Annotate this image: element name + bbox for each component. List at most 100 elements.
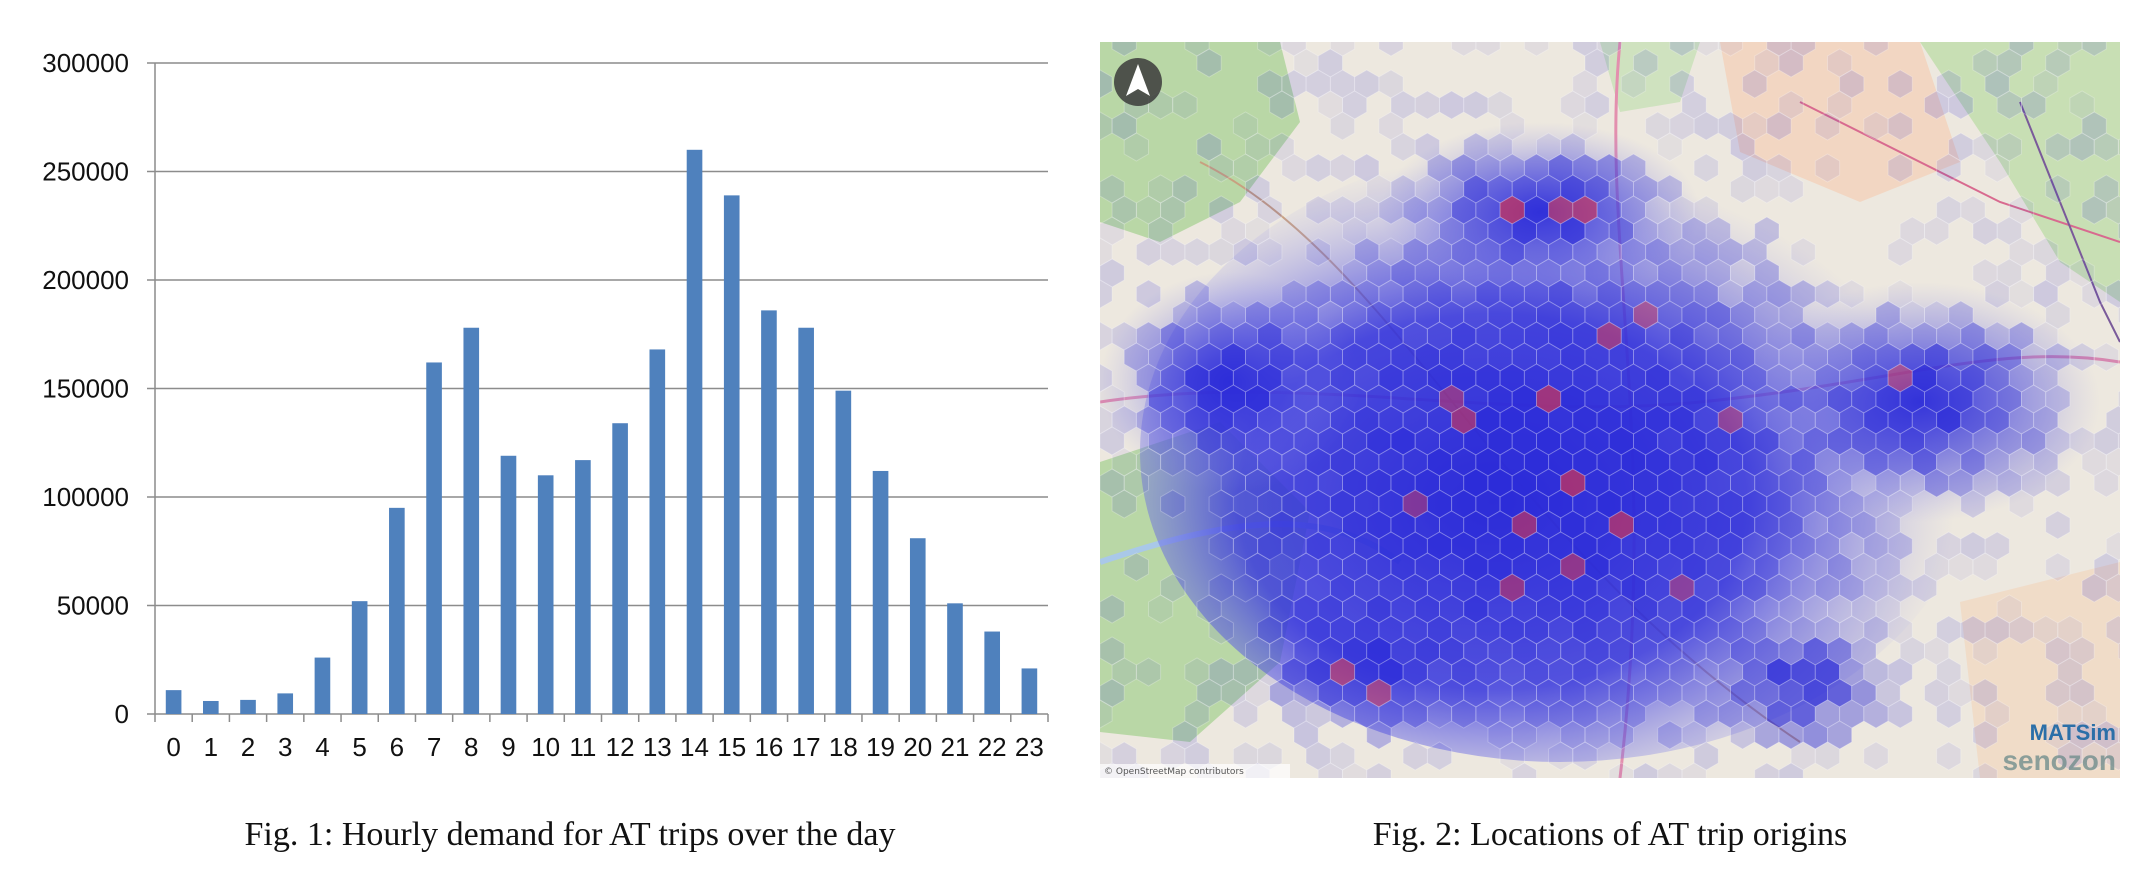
density-hexagon <box>1487 720 1513 750</box>
density-hexagon <box>1560 678 1586 708</box>
density-hexagon <box>1402 699 1428 729</box>
density-hexagon <box>1208 615 1234 645</box>
density-hexagon <box>1281 42 1307 57</box>
density-hexagon <box>1475 279 1501 309</box>
density-hexagon <box>1911 573 1938 603</box>
density-hexagon <box>1633 678 1659 708</box>
density-hexagon <box>1523 42 1550 57</box>
density-hexagon <box>1790 699 1816 729</box>
density-hexagon <box>1645 111 1671 141</box>
density-hexagon <box>1960 195 1986 225</box>
density-hexagon <box>2057 657 2083 687</box>
density-hexagon <box>1269 426 1295 456</box>
x-tick-label: 23 <box>1015 732 1044 762</box>
density-hexagon <box>1778 174 1804 204</box>
density-hexagon <box>1245 132 1271 162</box>
density-hexagon <box>1329 699 1356 729</box>
density-hexagon <box>1451 615 1477 645</box>
density-hexagon <box>1754 300 1780 330</box>
density-hexagon <box>1936 699 1962 729</box>
density-hexagon <box>1863 531 1889 561</box>
density-hexagon <box>1669 69 1695 99</box>
density-hexagon <box>1996 468 2022 498</box>
density-hexagon <box>1802 720 1828 750</box>
density-hexagon <box>2081 195 2107 225</box>
density-hexagon <box>1329 279 1356 309</box>
density-hexagon <box>1972 132 1998 162</box>
density-hexagon <box>1742 573 1768 603</box>
density-hexagon <box>1754 384 1780 414</box>
density-hexagon <box>1596 42 1622 57</box>
density-hexagon <box>1742 237 1768 267</box>
density-hexagon <box>1366 762 1392 778</box>
density-hexagon <box>1281 363 1307 393</box>
density-hexagon <box>2008 447 2035 477</box>
density-hexagon <box>1705 258 1731 288</box>
density-hexagon <box>1754 174 1780 204</box>
figure-1-caption: Fig. 1: Hourly demand for AT trips over … <box>244 816 896 853</box>
density-hexagon <box>2033 237 2059 267</box>
density-hexagon <box>1766 153 1792 183</box>
density-hexagon <box>1281 531 1307 561</box>
density-hexagon <box>1669 615 1695 645</box>
density-hexagon <box>2093 468 2119 498</box>
density-hexagon <box>2045 342 2071 372</box>
density-hexagon <box>2093 720 2119 750</box>
matsim-logo: MATSim <box>2030 720 2116 745</box>
density-hexagon <box>1802 342 1828 372</box>
density-hexagon <box>1463 678 1489 708</box>
density-hexagon <box>1790 447 1816 477</box>
density-hexagon <box>2045 678 2071 708</box>
density-hexagon <box>1148 342 1174 372</box>
density-hexagon <box>1208 531 1234 561</box>
density-hexagon <box>1548 237 1574 267</box>
density-hexagon <box>2057 699 2083 729</box>
density-hexagon <box>1475 42 1501 57</box>
density-hexagon <box>1135 405 1162 435</box>
density-hexagon <box>1160 195 1186 225</box>
density-hexagon <box>1996 258 2022 288</box>
x-tick-label: 13 <box>643 732 672 762</box>
density-hexagon <box>1754 342 1780 372</box>
density-hexagon <box>2069 636 2095 666</box>
density-hexagon <box>1511 636 1537 666</box>
density-hexagon <box>1984 447 2010 477</box>
density-hexagon <box>1135 195 1162 225</box>
density-hexagon <box>1317 762 1343 778</box>
bar <box>872 470 889 714</box>
density-hexagon <box>2045 132 2071 162</box>
density-hexagon <box>1100 111 1113 141</box>
density-hexagon <box>1924 678 1950 708</box>
density-hexagon <box>1778 552 1804 582</box>
density-hexagon <box>2008 279 2035 309</box>
density-hexagon <box>1790 279 1816 309</box>
bar <box>686 149 703 715</box>
density-hexagon <box>1996 216 2022 246</box>
density-hexagon <box>1378 69 1404 99</box>
x-tick-label: 3 <box>278 732 292 762</box>
density-hexagon <box>1645 657 1671 687</box>
density-hexagon <box>1693 615 1719 645</box>
x-tick-label: 4 <box>315 732 329 762</box>
density-hexagon <box>1972 216 1998 246</box>
density-hexagon <box>1620 699 1647 729</box>
density-hexagon <box>2117 306 2120 324</box>
density-hexagon <box>1329 69 1356 99</box>
density-hexagon <box>2057 42 2083 57</box>
density-hexagon <box>1184 741 1210 771</box>
density-hexagon <box>1135 279 1162 309</box>
density-hexagon <box>1742 363 1768 393</box>
density-hexagon <box>1293 720 1319 750</box>
density-hexagon <box>1196 426 1222 456</box>
density-hexagon <box>1754 594 1780 624</box>
density-hexagon <box>1705 594 1731 624</box>
density-hexagon <box>1742 279 1768 309</box>
density-hexagon <box>1851 552 1877 582</box>
density-hexagon <box>1257 447 1283 477</box>
density-hexagon <box>1620 237 1647 267</box>
density-hexagon <box>1100 258 1125 288</box>
density-hexagon <box>1160 321 1186 351</box>
density-hexagon <box>1790 363 1816 393</box>
density-hexagon <box>1487 90 1513 120</box>
bar <box>537 475 554 714</box>
